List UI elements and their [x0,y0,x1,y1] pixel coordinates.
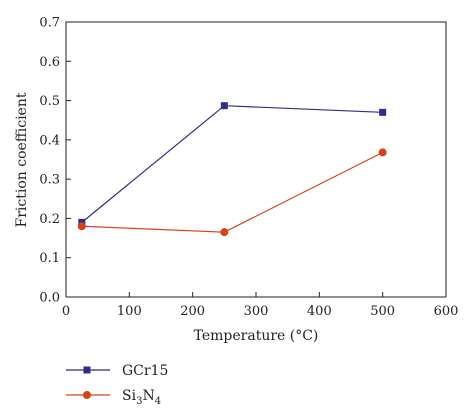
series-layer [77,102,387,237]
series-line-si3n4 [81,151,383,233]
point-si3n4-1 [220,228,229,237]
y-tick-label-4: 0.4 [39,133,60,148]
y-tick-label-5: 0.5 [39,94,60,109]
y-tick-label-3: 0.3 [39,173,60,188]
point-si3n4-2 [378,148,387,157]
y-axis-ticks: 0.0 0.1 0.2 0.3 0.4 0.5 0.6 0.7 [39,16,71,306]
plot-frame [65,21,447,298]
y-tick-label-6: 0.6 [39,55,60,70]
x-tick-label-2: 200 [180,304,205,319]
legend-marker-gcr15 [83,366,91,374]
point-gcr15-1 [220,102,228,110]
legend-item-gcr15: GCr15 [66,363,168,379]
legend: GCr15 Si3N4 [66,363,168,407]
x-tick-label-1: 100 [117,304,142,319]
y-tick-label-1: 0.1 [39,251,60,266]
legend-label-si3n4: Si3N4 [122,388,161,407]
legend-label-gcr15: GCr15 [122,363,168,379]
x-tick-label-6: 600 [434,304,459,319]
x-axis-title: Temperature (°C) [194,328,319,344]
legend-marker-si3n4 [83,391,91,399]
legend-3-sub: 3 [136,396,142,407]
legend-4-sub: 4 [155,396,161,407]
legend-si-part: Si [122,388,137,404]
legend-item-si3n4: Si3N4 [66,388,161,407]
legend-n-part: N [142,388,154,404]
y-axis-title: Friction coefficient [14,92,30,227]
y-tick-label-7: 0.7 [39,16,60,31]
point-gcr15-2 [379,108,387,116]
x-tick-label-4: 400 [307,304,332,319]
x-axis-ticks: 0 100 200 300 400 500 600 [62,292,459,319]
series-line-gcr15 [81,105,383,223]
x-tick-label-3: 300 [244,304,269,319]
point-si3n4-0 [77,222,86,231]
y-tick-label-2: 0.2 [39,212,60,227]
x-tick-label-5: 500 [370,304,395,319]
y-tick-label-0: 0.0 [39,291,60,306]
x-tick-label-0: 0 [62,304,70,319]
